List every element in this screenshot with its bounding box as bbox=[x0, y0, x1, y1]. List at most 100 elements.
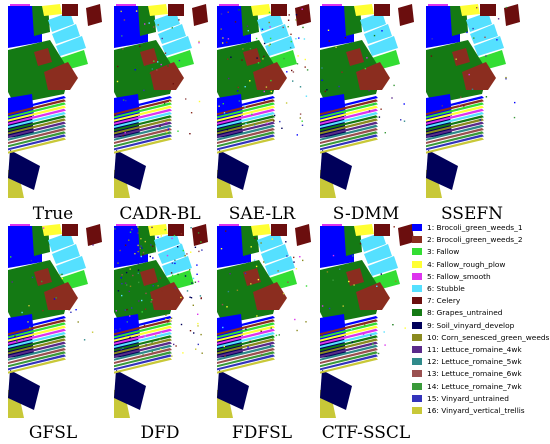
noise-pixel bbox=[287, 19, 290, 21]
legend-label: 3: Fallow bbox=[427, 247, 460, 257]
region-fallow-rough bbox=[148, 4, 168, 16]
region-stubble-3 bbox=[162, 256, 192, 276]
legend-swatch bbox=[412, 224, 422, 231]
noise-pixel bbox=[270, 90, 272, 93]
region-stripe bbox=[8, 102, 66, 119]
legend-swatch bbox=[412, 321, 422, 329]
noise-pixel bbox=[295, 268, 298, 270]
legend-item: 16: Vinyard_vertical_trellis bbox=[412, 405, 525, 416]
noise-pixel bbox=[184, 275, 187, 277]
noise-pixel bbox=[373, 34, 376, 37]
noise-pixel bbox=[229, 273, 231, 275]
region-broccoli-2 bbox=[346, 268, 364, 286]
region-stripe bbox=[8, 137, 66, 154]
noise-pixel bbox=[244, 86, 246, 88]
noise-pixel bbox=[297, 55, 299, 57]
region-fallow-red bbox=[462, 62, 496, 90]
legend-item: 6: Stubble bbox=[412, 283, 465, 294]
noise-pixel bbox=[189, 296, 191, 298]
noise-pixel bbox=[152, 257, 154, 259]
noise-pixel bbox=[275, 334, 278, 337]
noise-pixel bbox=[143, 324, 146, 327]
noise-pixel bbox=[455, 58, 457, 60]
noise-pixel bbox=[189, 268, 191, 271]
noise-pixel bbox=[151, 341, 153, 344]
noise-pixel bbox=[141, 336, 143, 339]
noise-pixel bbox=[295, 14, 298, 16]
noise-pixel bbox=[171, 355, 173, 357]
legend-label: 9: Soil_vinyard_develop bbox=[427, 320, 515, 330]
noise-pixel bbox=[201, 352, 203, 354]
legend-label: 15: Vinyard_untrained bbox=[427, 393, 509, 403]
noise-pixel bbox=[121, 35, 123, 37]
noise-pixel bbox=[91, 331, 94, 333]
region-celery-2 bbox=[398, 224, 414, 246]
region-celery-1 bbox=[374, 224, 390, 236]
noise-pixel bbox=[332, 279, 334, 281]
noise-pixel bbox=[505, 76, 507, 79]
legend-item: 8: Grapes_untrained bbox=[412, 307, 502, 318]
region-stripe bbox=[320, 108, 378, 125]
noise-pixel bbox=[138, 300, 140, 302]
noise-pixel bbox=[197, 232, 200, 234]
noise-pixel bbox=[277, 270, 279, 272]
noise-pixel bbox=[221, 303, 224, 306]
legend-swatch bbox=[412, 236, 422, 244]
region-celery-1 bbox=[62, 224, 78, 236]
noise-pixel bbox=[296, 63, 299, 65]
region-stripe bbox=[320, 137, 378, 154]
region-stripe bbox=[114, 338, 172, 355]
noise-pixel bbox=[291, 69, 293, 72]
noise-pixel bbox=[227, 38, 230, 40]
noise-pixel bbox=[190, 251, 192, 253]
legend-item: 1: Brocoli_green_weeds_1 bbox=[412, 222, 523, 233]
region-broccoli-2 bbox=[452, 48, 470, 66]
noise-pixel bbox=[326, 271, 329, 273]
noise-pixel bbox=[441, 105, 443, 107]
region-stripe bbox=[320, 335, 378, 352]
caption-dfd: DFD bbox=[140, 423, 180, 443]
region-stripe bbox=[8, 131, 66, 148]
region-stripe bbox=[114, 341, 172, 358]
noise-pixel bbox=[376, 285, 378, 287]
noise-pixel bbox=[269, 26, 271, 28]
noise-pixel bbox=[180, 296, 182, 299]
region-stripe bbox=[217, 328, 275, 345]
region-stubble-1 bbox=[466, 12, 492, 32]
region-fallow-rough bbox=[354, 224, 374, 236]
region-stripe bbox=[8, 328, 66, 345]
noise-pixel bbox=[350, 328, 353, 331]
legend-label: 16: Vinyard_vertical_trellis bbox=[427, 406, 525, 415]
region-fallow-red bbox=[356, 62, 390, 90]
noise-pixel bbox=[296, 134, 298, 136]
noise-pixel bbox=[170, 272, 173, 274]
noise-pixel bbox=[265, 86, 268, 88]
legend-label: 13: Lettuce_romaine_6wk bbox=[427, 369, 522, 379]
noise-pixel bbox=[154, 250, 156, 253]
noise-pixel bbox=[141, 247, 143, 249]
noise-pixel bbox=[380, 108, 382, 110]
noise-pixel bbox=[263, 55, 265, 58]
region-stripe bbox=[114, 335, 172, 352]
noise-pixel bbox=[301, 124, 304, 126]
region-stripe bbox=[426, 134, 484, 151]
region-stripe bbox=[426, 102, 484, 119]
noise-pixel bbox=[268, 11, 271, 14]
noise-pixel bbox=[368, 89, 370, 92]
noise-pixel bbox=[166, 131, 168, 133]
noise-pixel bbox=[164, 52, 167, 54]
map-sae-lr bbox=[213, 2, 313, 202]
noise-pixel bbox=[14, 335, 16, 337]
noise-pixel bbox=[261, 353, 263, 356]
noise-pixel bbox=[157, 24, 159, 26]
region-stubble-2 bbox=[158, 244, 186, 264]
noise-pixel bbox=[335, 46, 337, 48]
region-stripe bbox=[8, 357, 66, 374]
region-stripe bbox=[320, 112, 378, 128]
noise-pixel bbox=[236, 90, 239, 92]
noise-pixel bbox=[157, 285, 159, 287]
noise-pixel bbox=[77, 321, 79, 323]
region-stripe bbox=[320, 344, 378, 361]
region-celery-1 bbox=[374, 4, 390, 16]
region-fallow-red bbox=[253, 282, 287, 310]
